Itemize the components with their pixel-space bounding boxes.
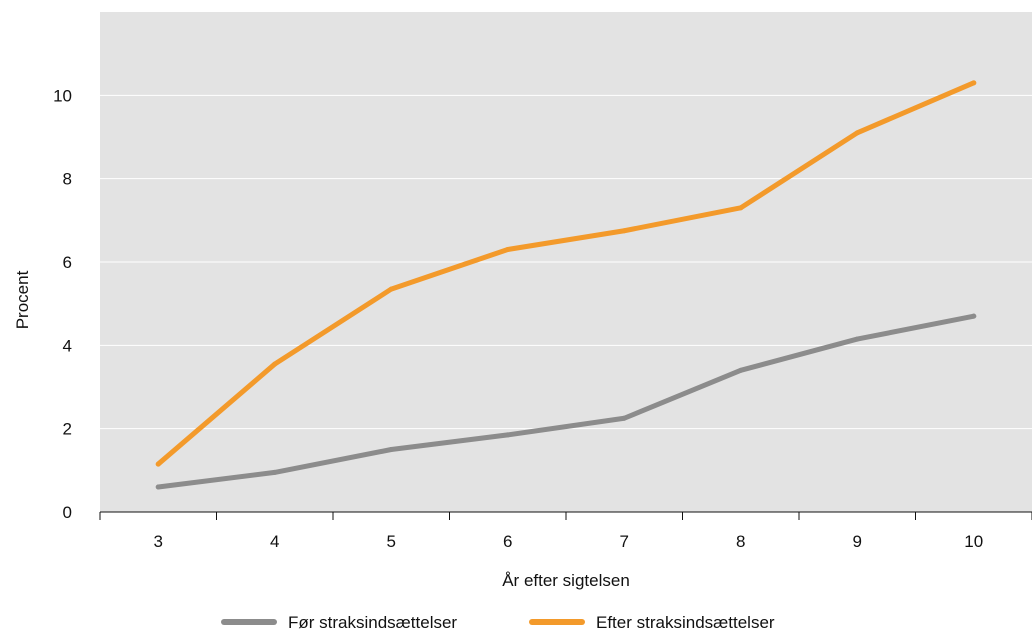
gridlines [100,94,1032,430]
y-tick-label: 2 [63,420,72,439]
series-line-1 [155,313,977,490]
y-tick-label: 4 [63,336,72,355]
y-tick-label: 6 [63,253,72,272]
legend-label-series-1: Før straksindsættelser [288,613,457,632]
x-tick-label: 5 [387,532,396,551]
data-point [388,286,394,292]
x-tick-label: 7 [620,532,629,551]
y-tick-label: 0 [63,503,72,522]
series-line-2 [155,80,977,467]
x-tick-label: 8 [736,532,745,551]
legend: Før straksindsættelser Efter straksindsæ… [221,613,775,632]
x-tick-label: 6 [503,532,512,551]
y-axis-title: Procent [13,270,32,329]
data-point [971,313,977,319]
legend-label-series-2: Efter straksindsættelser [596,613,775,632]
data-point [505,432,511,438]
data-point [738,205,744,211]
data-point [272,361,278,367]
x-tick-label: 10 [964,532,983,551]
y-axis-ticks: 0 2 4 6 8 10 [53,86,72,522]
data-point [388,447,394,452]
y-tick-label: 10 [53,86,72,105]
data-point [854,130,860,136]
series-lines [155,80,977,490]
x-tick-label: 9 [853,532,862,551]
data-point [155,461,161,467]
y-tick-label: 8 [63,170,72,189]
data-point [155,484,161,490]
x-tick-label: 4 [270,532,279,551]
data-point [621,228,627,234]
data-point [971,80,977,86]
x-axis-title: År efter sigtelsen [502,571,630,590]
data-point [621,415,627,421]
x-axis-ticks: 3 4 5 6 7 8 9 10 [99,512,1032,551]
data-point [854,336,860,342]
x-tick-label: 3 [154,532,163,551]
data-point [738,367,744,373]
data-point [272,469,278,475]
data-point [505,247,511,252]
